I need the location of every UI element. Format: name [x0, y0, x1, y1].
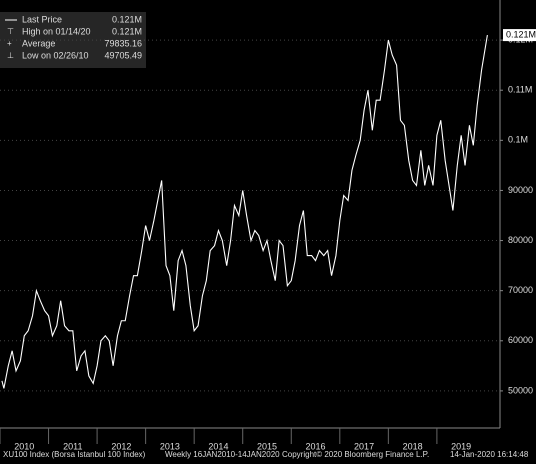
x-tick-label: 2019 — [451, 441, 471, 451]
legend-symbol: ⊥ — [7, 51, 14, 60]
price-line — [1, 34, 488, 389]
footer-subtitle: Weekly 16JAN2010-14JAN2020 — [165, 450, 280, 459]
y-tick-label: 50000 — [508, 385, 533, 395]
footer-copyright: Copyright© 2020 Bloomberg Finance L.P. — [282, 450, 429, 459]
y-tick-label: 90000 — [508, 185, 533, 195]
y-tick-label: 70000 — [508, 285, 533, 295]
legend-label: Average — [22, 38, 55, 48]
x-tick-label: 2013 — [160, 441, 180, 451]
x-tick-label: 2012 — [111, 441, 131, 451]
legend-label: High on 01/14/20 — [22, 26, 91, 36]
footer-timestamp: 14-Jan-2020 16:14:48 — [450, 450, 529, 459]
x-tick-label: 2016 — [306, 441, 326, 451]
y-tick-label: 0.1M — [508, 135, 528, 145]
legend-value: 0.121M — [112, 14, 142, 24]
x-tick-label: 2015 — [257, 441, 277, 451]
legend-label: Low on 02/26/10 — [22, 50, 89, 60]
x-tick-label: 2010 — [14, 441, 34, 451]
x-tick-label: 2014 — [208, 441, 228, 451]
y-tick-label: 60000 — [508, 335, 533, 345]
x-tick-label: 2018 — [403, 441, 423, 451]
y-tick-label: 80000 — [508, 235, 533, 245]
legend-value: 79835.16 — [104, 38, 142, 48]
legend-value: 49705.49 — [104, 50, 142, 60]
last-value-label: 0.121M — [506, 29, 536, 39]
legend-symbol: + — [7, 39, 12, 48]
x-tick-label: 2017 — [354, 441, 374, 451]
legend-value: 0.121M — [112, 26, 142, 36]
legend-symbol: ⊤ — [7, 27, 14, 36]
x-tick-label: 2011 — [63, 441, 82, 451]
footer-title: XU100 Index (Borsa Istanbul 100 Index) — [3, 450, 146, 459]
legend-label: Last Price — [22, 14, 62, 24]
last-value-tag — [503, 29, 536, 42]
y-tick-label: 0.11M — [508, 85, 532, 95]
